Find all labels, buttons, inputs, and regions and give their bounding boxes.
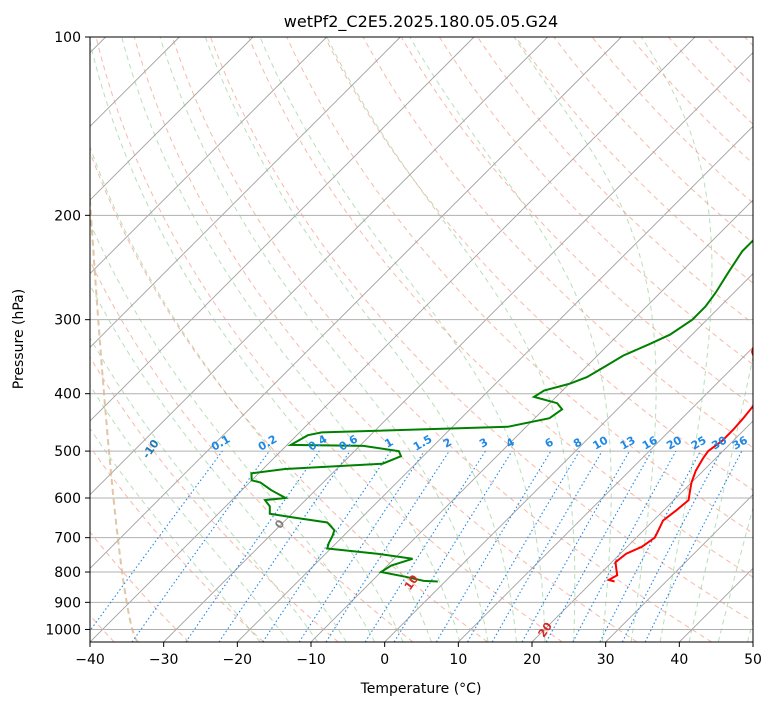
y-tick-label: 1000: [45, 622, 81, 638]
isotherm-line: [458, 346, 753, 642]
mixing-ratio-line: [521, 450, 630, 642]
mixing-ratio-line: [298, 450, 425, 642]
moist-adiabat-line: [90, 40, 432, 642]
y-tick-label: 500: [54, 444, 81, 460]
moist-adiabat-line: [409, 37, 612, 642]
isobar-gridlines: [90, 37, 753, 630]
isotherm-line: [90, 37, 548, 496]
chart-title: wetPf2_C2E5.2025.180.05.05.G24: [284, 12, 558, 32]
isotherm-line: [90, 37, 475, 422]
y-axis-ticks: 100 200 300 400 500 600 700 800 900 1000: [45, 30, 90, 638]
dewpoint-trace: [250, 239, 753, 583]
mixing-ratio-line: [393, 450, 513, 642]
mixing-ratio-line: [131, 450, 270, 642]
mixing-ratio-line: [545, 450, 653, 642]
dry-adiabat-line: [400, 37, 753, 407]
plot-frame: [89, 36, 754, 643]
dry-adiabat-line: [515, 37, 753, 284]
y-tick-label: 800: [54, 565, 81, 581]
x-tick-label: 40: [670, 652, 688, 668]
lcl-reference-curve: [90, 184, 139, 642]
isotherm-line: [90, 37, 254, 201]
x-tick-label: −10: [296, 652, 326, 668]
dry-adiabat-line: [90, 356, 339, 642]
isotherm-line: [90, 37, 622, 569]
moist-adiabat-line: [90, 384, 290, 642]
moist-adiabat-line: [90, 145, 404, 642]
moist-adiabat-line: [121, 37, 461, 642]
dry-adiabat-line: [90, 150, 488, 642]
temperature-trace: [606, 345, 753, 583]
mixing-ratio-line: [218, 450, 351, 642]
x-tick-label: 30: [597, 652, 615, 668]
y-tick-label: 600: [54, 491, 81, 507]
dry-adiabat-line: [90, 531, 190, 642]
moist-adiabat-line: [90, 221, 376, 642]
dry-adiabat-line: [90, 445, 264, 642]
x-tick-label: −20: [223, 652, 253, 668]
isotherm-line: [90, 37, 696, 642]
dry-adiabat-line: [171, 37, 712, 642]
mixing-ratio-line: [262, 450, 392, 642]
isotherm-line: [605, 494, 753, 642]
isotherm-line: [310, 199, 753, 642]
y-tick-label: 200: [54, 208, 81, 224]
moist-adiabat-line: [90, 427, 261, 642]
x-tick-label: 10: [449, 652, 467, 668]
y-tick-label: 700: [54, 531, 81, 547]
moist-adiabat-line: [159, 37, 489, 642]
x-tick-label: 50: [744, 652, 762, 668]
moist-adiabat-line: [90, 336, 319, 642]
moist-adiabat-line: [326, 37, 576, 642]
sounding-traces: [250, 239, 753, 583]
isotherm-line: [90, 37, 327, 275]
x-axis-ticks: −40 −30 −20 −10 0 10 20 30 40 50: [75, 642, 762, 668]
moist-adiabats: [90, 37, 753, 642]
dry-adiabat-line: [95, 37, 563, 642]
isotherm-line: [237, 125, 753, 642]
moist-adiabat-line: [259, 37, 546, 642]
x-axis-label: Temperature (°C): [360, 681, 482, 697]
moist-adiabat-line: [513, 37, 657, 642]
moist-adiabat-line: [204, 37, 517, 642]
mixing-ratio-line: [325, 450, 450, 642]
isotherm-line: [384, 273, 753, 642]
dry-adiabat-line: [133, 37, 638, 642]
mixing-ratio-lines: [90, 450, 743, 642]
dry-adiabat-line: [438, 37, 753, 366]
dry-adiabat-line: [210, 37, 753, 623]
skewed-isotherms: [90, 37, 753, 642]
isotherm-line: [163, 52, 753, 642]
lcl-curve: [90, 184, 139, 642]
x-tick-label: −30: [149, 652, 179, 668]
isotherm-line: [531, 420, 753, 642]
dry-adiabat-line: [248, 37, 753, 578]
y-tick-label: 100: [54, 30, 81, 46]
mixing-ratio-line: [572, 450, 677, 642]
y-tick-label: 900: [54, 595, 81, 611]
moist-adiabat-line: [640, 37, 713, 642]
x-tick-label: 20: [523, 652, 541, 668]
mixing-ratio-line: [185, 450, 320, 642]
x-tick-label: −40: [75, 652, 105, 668]
x-tick-label: 0: [380, 652, 389, 668]
y-tick-label: 400: [54, 387, 81, 403]
mixing-ratio-line: [90, 450, 223, 632]
y-axis-label: Pressure (hPa): [11, 289, 27, 389]
isotherm-line: [90, 37, 401, 348]
mixing-ratio-line: [644, 450, 743, 642]
y-tick-label: 300: [54, 313, 81, 329]
